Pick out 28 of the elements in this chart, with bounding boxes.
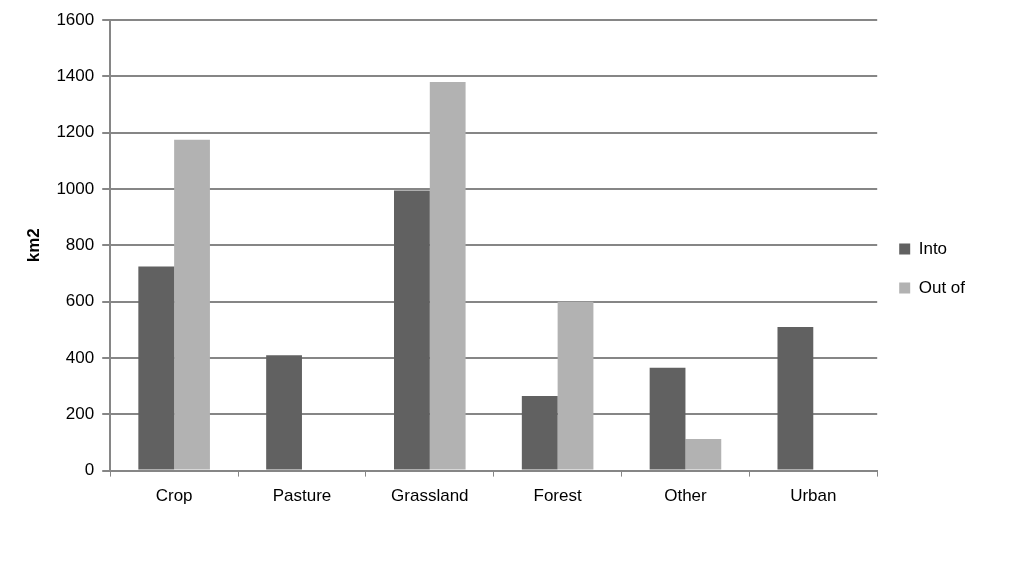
y-tick-label: 0 (84, 460, 95, 480)
x-tick-label: Urban (790, 486, 837, 506)
y-tick-label: 1600 (56, 9, 95, 29)
x-tick-label: Crop (155, 486, 193, 506)
x-tick-label: Other (664, 486, 708, 506)
bar (429, 81, 466, 470)
bar (394, 190, 430, 470)
y-tick-label: 800 (65, 234, 95, 254)
bar (649, 367, 686, 470)
bar (685, 439, 722, 470)
legend-label: Out of (918, 277, 966, 297)
y-tick-label: 200 (65, 403, 95, 423)
bar (138, 266, 175, 470)
x-tick-label: Pasture (272, 486, 332, 506)
bar (174, 139, 210, 470)
bar (557, 301, 594, 470)
y-tick-label: 400 (65, 347, 95, 367)
y-tick-label: 1200 (56, 122, 95, 142)
x-tick-label: Forest (533, 486, 582, 506)
bar (521, 395, 558, 470)
bar (266, 355, 302, 470)
y-axis-title: km2 (23, 228, 43, 263)
x-tick-label: Grassland (391, 486, 469, 506)
y-tick-label: 600 (65, 291, 95, 311)
bar (777, 326, 814, 470)
legend-label: Into (918, 238, 948, 258)
y-tick-label: 1400 (56, 66, 95, 86)
y-tick-label: 1000 (56, 178, 95, 198)
